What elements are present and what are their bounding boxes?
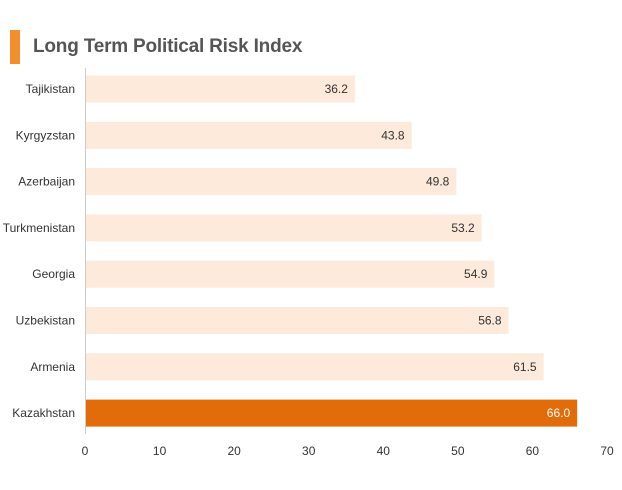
category-label-georgia: Georgia bbox=[32, 267, 75, 281]
value-label-kyrgyzstan: 43.8 bbox=[381, 128, 405, 142]
category-label-uzbekistan: Uzbekistan bbox=[16, 314, 75, 328]
bar-uzbekistan bbox=[85, 307, 509, 334]
category-label-kyrgyzstan: Kyrgyzstan bbox=[16, 128, 75, 142]
x-tick-label-30: 30 bbox=[302, 444, 316, 458]
x-tick-label-60: 60 bbox=[526, 444, 540, 458]
x-tick-label-20: 20 bbox=[227, 444, 241, 458]
bar-kazakhstan bbox=[85, 399, 578, 427]
bar-tajikistan bbox=[85, 75, 355, 103]
category-label-azerbaijan: Azerbaijan bbox=[18, 175, 75, 189]
category-label-armenia: Armenia bbox=[30, 360, 75, 374]
x-tick-label-40: 40 bbox=[377, 444, 391, 458]
value-label-azerbaijan: 49.8 bbox=[426, 175, 450, 189]
x-tick-label-0: 0 bbox=[82, 444, 89, 458]
category-label-kazakhstan: Kazakhstan bbox=[12, 406, 75, 420]
category-label-turkmenistan: Turkmenistan bbox=[3, 221, 75, 235]
value-label-turkmenistan: 53.2 bbox=[451, 221, 475, 235]
value-label-georgia: 54.9 bbox=[464, 267, 488, 281]
value-label-tajikistan: 36.2 bbox=[325, 82, 349, 96]
value-label-armenia: 61.5 bbox=[513, 360, 537, 374]
bar-georgia bbox=[85, 260, 495, 288]
value-label-uzbekistan: 56.8 bbox=[478, 314, 502, 328]
bar-kyrgyzstan bbox=[85, 121, 412, 149]
bar-turkmenistan bbox=[85, 214, 482, 242]
category-label-tajikistan: Tajikistan bbox=[26, 82, 75, 96]
x-tick-label-10: 10 bbox=[153, 444, 167, 458]
x-tick-label-50: 50 bbox=[451, 444, 465, 458]
bar-armenia bbox=[85, 353, 544, 381]
bar-azerbaijan bbox=[85, 168, 457, 196]
chart-title: Long Term Political Risk Index bbox=[33, 36, 303, 57]
title-accent-bar bbox=[10, 30, 20, 64]
x-tick-label-70: 70 bbox=[600, 444, 614, 458]
chart-header: Long Term Political Risk Index bbox=[10, 30, 302, 64]
value-label-kazakhstan: 66.0 bbox=[547, 406, 571, 420]
